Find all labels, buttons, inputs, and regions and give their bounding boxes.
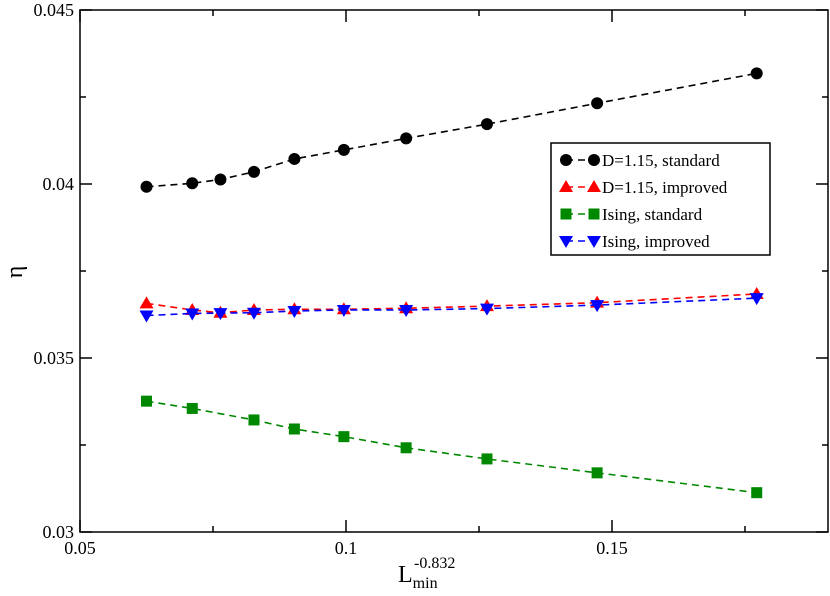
- data-point: [590, 300, 605, 313]
- legend-marker: [587, 180, 601, 192]
- legend-marker: [559, 180, 573, 192]
- data-point: [186, 402, 198, 414]
- data-point: [337, 143, 350, 156]
- data-point: [338, 431, 350, 443]
- data-point: [248, 414, 260, 426]
- data-point: [480, 118, 493, 131]
- data-point: [481, 453, 493, 465]
- x-axis-label: Lmin -0.832: [398, 555, 455, 592]
- data-point: [214, 173, 227, 186]
- x-axis-label-sup: -0.832: [414, 555, 455, 572]
- data-point: [400, 442, 412, 454]
- data-point: [749, 293, 764, 306]
- legend-label: Ising, improved: [602, 232, 710, 251]
- legend-marker: [587, 236, 601, 248]
- x-tick-label: 0.05: [64, 538, 96, 558]
- data-point: [591, 467, 603, 479]
- data-point: [400, 132, 413, 145]
- series-line: [146, 400, 757, 494]
- data-point: [591, 97, 604, 110]
- data-point: [140, 180, 153, 193]
- data-point: [751, 487, 763, 499]
- data-point: [139, 310, 154, 323]
- series-0: [140, 67, 763, 193]
- data-point: [139, 296, 154, 309]
- legend-label: Ising, standard: [602, 205, 703, 224]
- data-point: [750, 67, 763, 80]
- x-axis-label-main: L: [398, 562, 413, 588]
- legend-marker: [559, 236, 573, 248]
- y-tick-label: 0.03: [43, 522, 75, 542]
- legend-marker: [560, 154, 572, 166]
- data-point: [141, 395, 153, 407]
- series-line: [146, 293, 757, 314]
- legend-label: D=1.15, standard: [602, 151, 720, 170]
- y-tick-label: 0.045: [34, 0, 75, 20]
- x-axis-label-sub: min: [413, 575, 438, 592]
- data-point: [185, 308, 200, 321]
- data-point: [287, 306, 302, 319]
- series-line: [146, 72, 757, 188]
- legend-marker: [560, 208, 572, 220]
- y-tick-label: 0.035: [34, 348, 75, 368]
- data-point: [288, 423, 300, 435]
- legend-marker: [588, 154, 600, 166]
- data-point: [246, 307, 261, 320]
- legend-marker: [588, 208, 600, 220]
- x-tick-label: 0.1: [335, 538, 358, 558]
- x-tick-label: 0.15: [596, 538, 628, 558]
- data-point: [399, 304, 414, 317]
- y-tick-label: 0.04: [43, 174, 75, 194]
- data-point: [247, 165, 260, 178]
- series-2: [141, 395, 763, 499]
- y-axis-label: η: [2, 266, 28, 279]
- data-point: [213, 308, 228, 321]
- data-point: [186, 177, 199, 190]
- data-point: [336, 304, 351, 317]
- series-line: [146, 297, 757, 317]
- legend: D=1.15, standard D=1.15, improved Ising, s…: [550, 142, 771, 256]
- data-point: [479, 303, 494, 316]
- data-point: [288, 152, 301, 165]
- legend-label: D=1.15, improved: [602, 178, 728, 197]
- series-3: [139, 293, 764, 323]
